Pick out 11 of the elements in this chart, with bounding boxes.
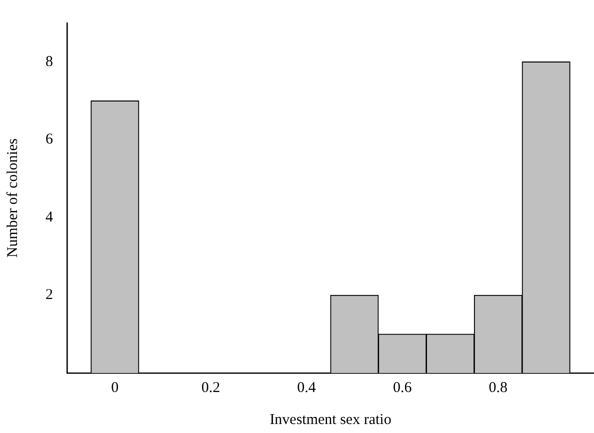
x-tick-label: 0.6 xyxy=(392,380,412,396)
y-tick-label: 2 xyxy=(46,287,53,304)
y-tick-label: 6 xyxy=(46,132,54,148)
x-tick-label: 0 xyxy=(111,380,119,396)
x-tick-label: 0.4 xyxy=(297,380,316,396)
y-axis-title: Number of colonies xyxy=(4,138,21,258)
x-tick-label: 0.2 xyxy=(201,380,220,396)
x-tick-label: 0.8 xyxy=(488,380,508,396)
y-tick-label: 4 xyxy=(46,209,54,226)
x-axis-title: Investment sex ratio xyxy=(270,412,392,428)
y-tick-label: 8 xyxy=(46,54,53,70)
